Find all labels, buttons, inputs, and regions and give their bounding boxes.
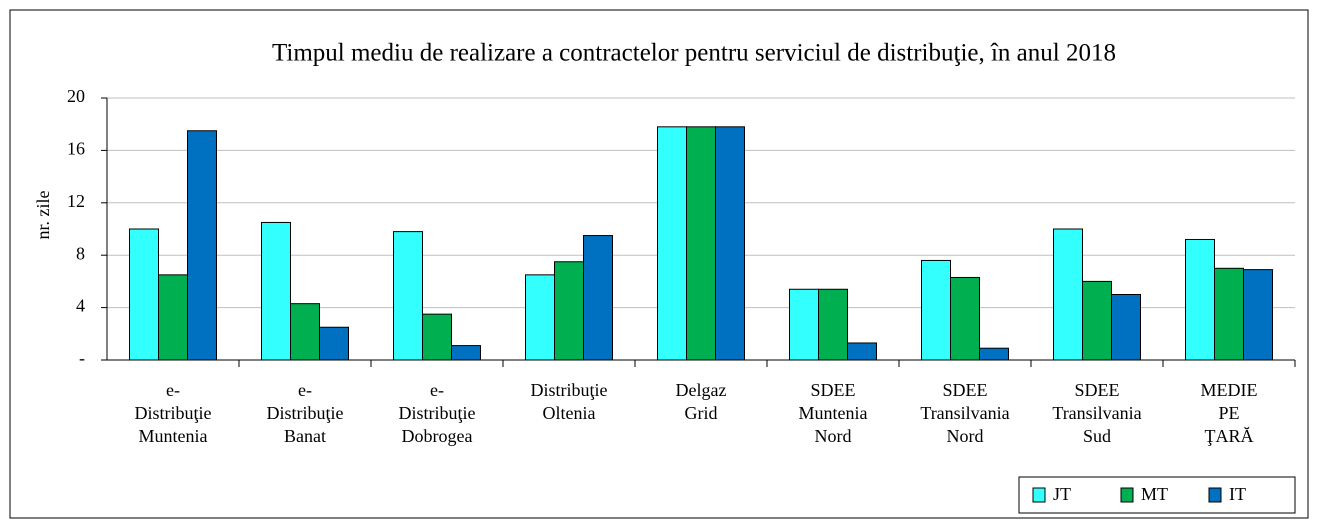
bar bbox=[921, 259, 951, 361]
x-tick-label: SDEE bbox=[943, 380, 988, 400]
legend-swatch bbox=[1208, 487, 1222, 503]
chart-title: Timpul mediu de realizare a contractelor… bbox=[272, 40, 1116, 67]
x-tick-label: Transilvania bbox=[1052, 403, 1141, 423]
bar bbox=[950, 276, 980, 361]
bar bbox=[525, 274, 555, 361]
x-tick-label: Oltenia bbox=[543, 403, 596, 423]
legend-label: MT bbox=[1141, 484, 1168, 504]
x-tick-label: MEDIE bbox=[1201, 380, 1258, 400]
x-tick-label: Muntenia bbox=[139, 426, 208, 446]
x-tick-label: Grid bbox=[685, 403, 718, 423]
legend-label: IT bbox=[1229, 484, 1246, 504]
bar bbox=[1243, 269, 1273, 361]
bar bbox=[583, 235, 613, 361]
bar bbox=[1214, 267, 1244, 361]
y-axis-label: nr. zile bbox=[33, 191, 53, 240]
bar bbox=[129, 228, 159, 361]
y-tick-label: 16 bbox=[67, 139, 85, 159]
x-tick-label: ŢARĂ bbox=[1205, 426, 1254, 446]
bar bbox=[686, 126, 716, 361]
bar bbox=[319, 326, 349, 361]
y-tick-label: 8 bbox=[76, 243, 85, 263]
x-tick-label: Sud bbox=[1083, 426, 1111, 446]
bar bbox=[657, 126, 687, 361]
legend-swatch bbox=[1032, 487, 1046, 503]
bar bbox=[1082, 280, 1112, 361]
bar bbox=[1053, 228, 1083, 361]
x-tick-label: e- bbox=[166, 380, 180, 400]
bar bbox=[261, 221, 291, 361]
bar bbox=[847, 342, 877, 361]
bar bbox=[1185, 238, 1215, 361]
bar bbox=[818, 288, 848, 361]
legend-swatch bbox=[1120, 487, 1134, 503]
x-tick-label: e- bbox=[298, 380, 312, 400]
bar bbox=[290, 303, 320, 361]
x-tick-label: PE bbox=[1218, 403, 1239, 423]
x-tick-label: e- bbox=[430, 380, 444, 400]
bar bbox=[393, 231, 423, 361]
x-tick-label: Nord bbox=[947, 426, 984, 446]
bar bbox=[789, 288, 819, 361]
x-tick-label: SDEE bbox=[811, 380, 856, 400]
y-tick-label: 4 bbox=[76, 296, 85, 316]
x-tick-label: Muntenia bbox=[799, 403, 868, 423]
x-tick-label: Transilvania bbox=[920, 403, 1009, 423]
x-tick-label: Dobrogea bbox=[402, 426, 473, 446]
bar bbox=[715, 126, 745, 361]
x-tick-label: Nord bbox=[815, 426, 852, 446]
legend-box bbox=[1018, 476, 1296, 514]
x-tick-label: Distribuţie bbox=[267, 403, 344, 423]
bar bbox=[422, 313, 452, 361]
x-tick-label: Distribuţie bbox=[531, 380, 608, 400]
x-tick-label: Distribuţie bbox=[135, 403, 212, 423]
x-tick-label: Banat bbox=[284, 426, 326, 446]
bar bbox=[979, 347, 1009, 361]
bar bbox=[187, 130, 217, 361]
y-tick-label: 20 bbox=[67, 86, 85, 106]
bar bbox=[1111, 294, 1141, 361]
y-tick-label: 12 bbox=[67, 191, 85, 211]
x-tick-label: Distribuţie bbox=[399, 403, 476, 423]
x-tick-label: SDEE bbox=[1075, 380, 1120, 400]
bar bbox=[451, 345, 481, 361]
legend-label: JT bbox=[1053, 484, 1071, 504]
bar bbox=[554, 261, 584, 361]
x-tick-label: Delgaz bbox=[676, 380, 727, 400]
bar bbox=[158, 274, 188, 361]
y-tick-label: - bbox=[79, 348, 85, 368]
